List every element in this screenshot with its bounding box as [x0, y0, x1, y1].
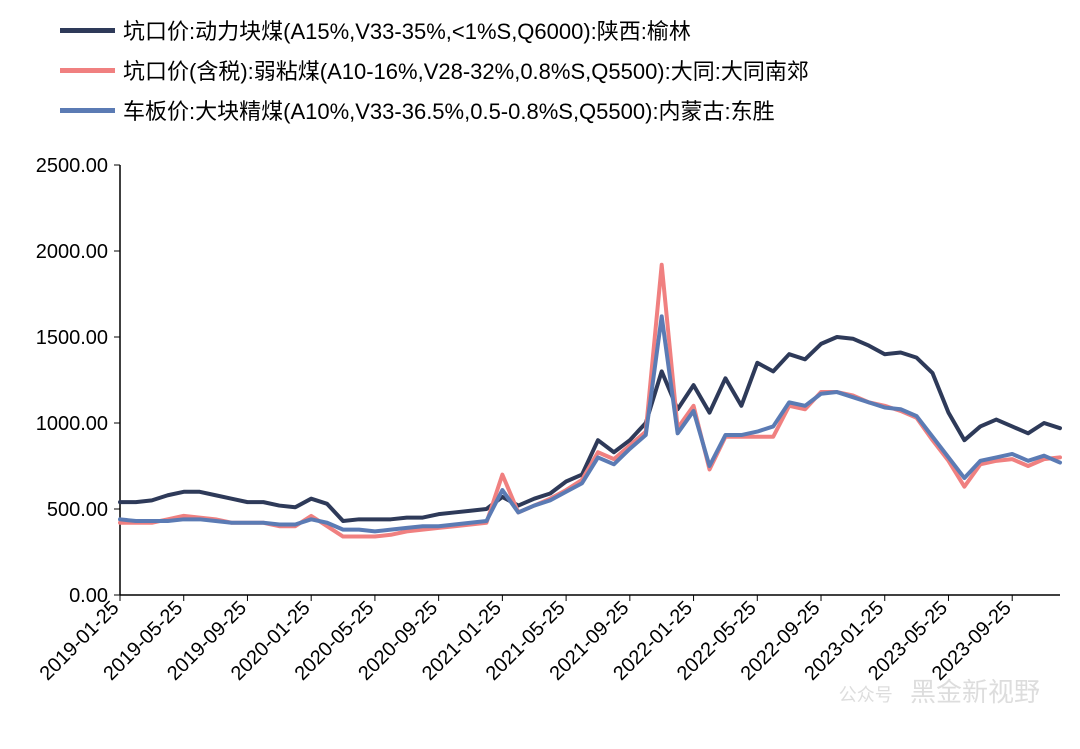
legend-item: 车板价:大块精煤(A10%,V33-36.5%,0.5-0.8%S,Q5500)… [60, 90, 809, 130]
legend-swatch [60, 68, 115, 73]
legend-label: 车板价:大块精煤(A10%,V33-36.5%,0.5-0.8%S,Q5500)… [123, 94, 775, 126]
chart-container: 坑口价:动力块煤(A15%,V33-35%,<1%S,Q6000):陕西:榆林坑… [0, 0, 1080, 749]
series-datong_nanjiao [120, 265, 1060, 537]
legend: 坑口价:动力块煤(A15%,V33-35%,<1%S,Q6000):陕西:榆林坑… [60, 10, 809, 130]
y-tick-label: 2000.00 [36, 241, 108, 263]
y-tick-label: 1000.00 [36, 413, 108, 435]
legend-item: 坑口价:动力块煤(A15%,V33-35%,<1%S,Q6000):陕西:榆林 [60, 10, 809, 50]
legend-label: 坑口价(含税):弱粘煤(A10-16%,V28-32%,0.8%S,Q5500)… [123, 54, 809, 86]
legend-item: 坑口价(含税):弱粘煤(A10-16%,V28-32%,0.8%S,Q5500)… [60, 50, 809, 90]
series-shaanxi_yulin [120, 337, 1060, 521]
y-tick-label: 1500.00 [36, 327, 108, 349]
legend-swatch [60, 108, 115, 113]
y-tick-label: 2500.00 [36, 155, 108, 177]
y-tick-label: 500.00 [47, 499, 108, 521]
legend-swatch [60, 28, 115, 33]
legend-label: 坑口价:动力块煤(A15%,V33-35%,<1%S,Q6000):陕西:榆林 [123, 14, 691, 46]
